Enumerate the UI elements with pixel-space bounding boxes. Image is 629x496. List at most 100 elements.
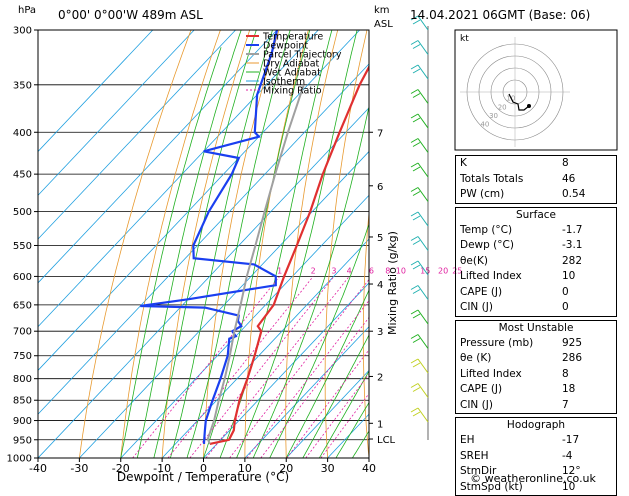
wind-barb-flag	[413, 143, 420, 147]
mixing-ratio-label: 6	[369, 266, 374, 275]
hodo-label: StmDir	[460, 464, 496, 480]
pressure-tick-label: 950	[13, 435, 32, 446]
hodo-row: EH-17	[456, 433, 616, 449]
altitude-tick-label: 6	[377, 182, 383, 193]
wind-barb	[418, 90, 428, 104]
mu-label: Lifted Index	[460, 367, 522, 383]
hodograph-storm-marker	[527, 104, 531, 108]
asl-axis-label: ASL	[374, 19, 393, 30]
wind-barb	[418, 359, 428, 373]
index-label: PW (cm)	[460, 187, 504, 203]
wind-barb-flag	[411, 65, 418, 69]
surface-label: Dewp (°C)	[460, 238, 514, 254]
wind-barb-flag	[411, 384, 418, 388]
pressure-tick-label: 550	[13, 241, 32, 252]
location-label: 0°00' 0°00'W 489m ASL	[58, 8, 203, 22]
surface-label: Temp (°C)	[460, 223, 512, 239]
surface-value: -3.1	[562, 238, 612, 254]
surface-box: Surface Temp (°C)-1.7 Dewp (°C)-3.1 θe(K…	[455, 207, 617, 317]
mu-row: CAPE (J) 18	[456, 382, 616, 398]
wind-barb	[418, 335, 428, 349]
hodograph-ring-label: 20	[498, 103, 507, 111]
altitude-tick-label: 3	[377, 327, 383, 338]
wind-barb-flag	[413, 339, 420, 343]
altitude-tick-label: 5	[377, 233, 383, 244]
mu-value: 18	[562, 382, 612, 398]
temperature-tick-label: -40	[29, 462, 47, 475]
mixing-ratio-label: 2	[311, 266, 316, 275]
wind-barb-flag	[411, 310, 418, 314]
hodo-row: SREH-4	[456, 449, 616, 465]
pressure-tick-label: 850	[13, 396, 32, 407]
wind-barb-flag	[411, 237, 418, 241]
wind-barb-flag	[413, 192, 420, 196]
wind-barb-flag	[411, 286, 418, 290]
hodo-label: EH	[460, 433, 475, 449]
wind-barb	[418, 139, 428, 153]
wind-barb-flag	[413, 216, 420, 220]
legend-label: Mixing Ratio	[263, 86, 322, 97]
wind-barb-flag	[411, 261, 418, 265]
wind-barb	[418, 41, 428, 55]
pressure-tick-label: 450	[13, 170, 32, 181]
index-label: Totals Totals	[460, 172, 523, 188]
pressure-tick-label: 900	[13, 416, 32, 427]
hodograph-title: Hodograph	[456, 418, 616, 433]
mixing-ratio-label: 3	[331, 266, 336, 275]
wind-barb	[418, 163, 428, 177]
most-unstable-box: Most Unstable Pressure (mb)925 θe (K)286…	[455, 320, 617, 415]
pressure-tick-label: 500	[13, 207, 32, 218]
altitude-tick-label: 7	[377, 128, 383, 139]
pressure-tick-label: 300	[13, 26, 32, 37]
wind-barb	[418, 408, 428, 422]
wind-barb	[418, 212, 428, 226]
surface-value: 10	[562, 269, 612, 285]
surface-label: CIN (J)	[460, 300, 493, 316]
wind-barb	[418, 384, 428, 398]
wind-barb-flag	[413, 314, 420, 318]
hodo-value: -4	[562, 449, 612, 465]
mixing-ratio-label: 4	[347, 266, 352, 275]
wind-barb-flag	[411, 90, 418, 94]
surface-label: CAPE (J)	[460, 285, 502, 301]
mu-label: CAPE (J)	[460, 382, 502, 398]
wind-barb	[418, 237, 428, 251]
mu-row: CIN (J)7	[456, 398, 616, 414]
pressure-tick-label: 400	[13, 128, 32, 139]
hodograph-ring-label: 40	[480, 121, 489, 129]
surface-row: Temp (°C) -1.7	[456, 223, 616, 239]
pressure-tick-label: 800	[13, 374, 32, 385]
surface-row: Lifted Index 10	[456, 269, 616, 285]
index-value: 0.54	[562, 187, 612, 203]
wind-barb-flag	[413, 265, 420, 269]
mixing-ratio-axis-label: Mixing Ratio (g/kg)	[386, 231, 399, 335]
index-row: PW (cm) 0.54	[456, 187, 616, 203]
pressure-tick-label: 350	[13, 80, 32, 91]
hpa-axis-label: hPa	[18, 5, 36, 16]
wind-barb	[418, 286, 428, 300]
altitude-tick-label: 2	[377, 372, 383, 383]
surface-row: Dewp (°C) -3.1	[456, 238, 616, 254]
altitude-tick-label: 1	[377, 419, 383, 430]
index-label: K	[460, 156, 467, 172]
surface-value: -1.7	[562, 223, 612, 239]
temperature-tick-label: 40	[362, 462, 376, 475]
surface-row: CIN (J)0	[456, 300, 616, 316]
wind-barb-flag	[413, 167, 420, 171]
wind-barb-flag	[411, 212, 418, 216]
surface-label: Lifted Index	[460, 269, 522, 285]
wind-barb-flag	[413, 94, 420, 98]
wind-barb-flag	[411, 408, 418, 412]
temperature-tick-label: 30	[321, 462, 335, 475]
hodograph-unit-label: kt	[460, 34, 469, 44]
pressure-tick-label: 650	[13, 300, 32, 311]
wind-barb-flag	[413, 69, 420, 73]
wind-barb-flag	[413, 363, 420, 367]
wind-barb-flag	[413, 388, 420, 392]
surface-value: 0	[562, 285, 612, 301]
dry-adiabat-line	[436, 30, 455, 458]
x-axis-label: Dewpoint / Temperature (°C)	[117, 470, 289, 484]
